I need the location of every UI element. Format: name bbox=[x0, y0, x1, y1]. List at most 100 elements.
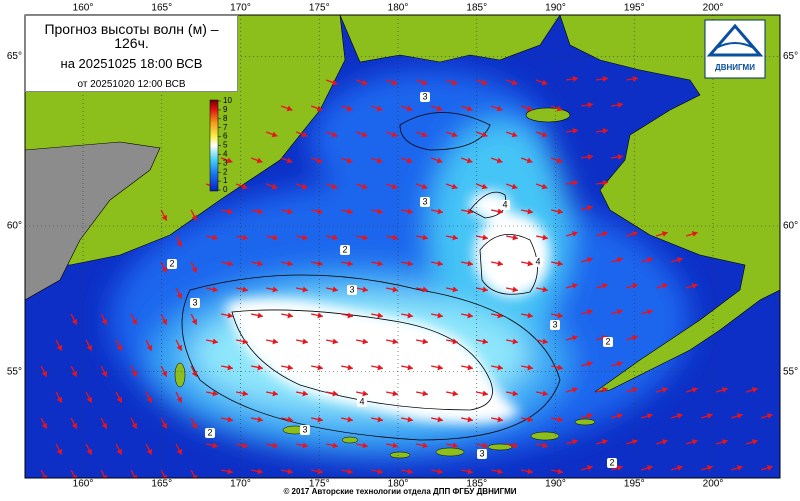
arrow-head bbox=[482, 286, 488, 293]
arrow-head bbox=[721, 387, 728, 393]
lat-label-right: 55° bbox=[783, 366, 798, 377]
arrow-head bbox=[191, 214, 198, 221]
lon-label-top: 170° bbox=[230, 3, 251, 14]
arrow-head bbox=[646, 257, 653, 263]
arrow-head bbox=[421, 131, 428, 138]
arrow-head bbox=[272, 286, 278, 293]
map-frame bbox=[24, 14, 781, 479]
arrow-head bbox=[632, 75, 639, 82]
arrow-shaft bbox=[130, 469, 136, 478]
lon-label-top: 165° bbox=[151, 3, 172, 14]
arrow-head bbox=[571, 439, 578, 445]
arrow-head bbox=[331, 183, 338, 190]
lon-label-bottom: 200° bbox=[703, 479, 724, 490]
arrow-head bbox=[751, 439, 758, 445]
arrow-head bbox=[571, 335, 578, 341]
contour-label-bg bbox=[607, 458, 617, 468]
colorbar-label: 9 bbox=[223, 105, 228, 114]
lon-label-top: 190° bbox=[545, 3, 566, 14]
colorbar bbox=[209, 99, 219, 192]
arrow-head bbox=[602, 179, 609, 186]
arrow-head bbox=[451, 79, 458, 86]
lon-label-top: 180° bbox=[388, 3, 409, 14]
arrow-head bbox=[542, 442, 548, 449]
arrow-head bbox=[41, 474, 48, 478]
contour-label: 2 bbox=[207, 427, 212, 437]
arrow-head bbox=[176, 292, 183, 299]
arrow-head bbox=[482, 442, 488, 449]
forecast-time: на 20251025 18:00 ВСВ bbox=[60, 56, 203, 71]
arrow-head bbox=[377, 364, 383, 371]
arrow-head bbox=[176, 396, 183, 403]
arrow-head bbox=[631, 231, 638, 237]
arrow-head bbox=[347, 312, 353, 319]
arrow-head bbox=[346, 105, 353, 112]
arrow-head bbox=[736, 413, 743, 419]
arrow-head bbox=[497, 260, 503, 267]
arrow-head bbox=[191, 318, 198, 325]
arrow-head bbox=[41, 370, 48, 377]
arrow-head bbox=[481, 183, 488, 190]
land bbox=[559, 15, 780, 393]
arrow-shaft bbox=[70, 469, 76, 478]
arrow-head bbox=[227, 468, 233, 475]
arrow-head bbox=[437, 312, 443, 319]
arrow-head bbox=[407, 260, 413, 267]
colorbar-label: 2 bbox=[223, 167, 228, 176]
arrow-head bbox=[242, 442, 248, 449]
arrow-head bbox=[571, 283, 578, 289]
arrow-head bbox=[191, 422, 198, 429]
arrow-head bbox=[542, 234, 548, 241]
arrow-head bbox=[511, 183, 518, 190]
arrow-head bbox=[646, 465, 653, 471]
arrow-head bbox=[586, 465, 593, 471]
arrow-head bbox=[691, 283, 698, 289]
arrow-head bbox=[347, 364, 353, 371]
arrow-head bbox=[452, 390, 458, 397]
arrow-head bbox=[511, 131, 518, 138]
arrow-head bbox=[257, 364, 263, 371]
arrow-head bbox=[242, 234, 248, 241]
arrow-head bbox=[407, 416, 413, 423]
arrow-head bbox=[467, 208, 473, 215]
arrow-head bbox=[616, 361, 623, 367]
arrow-head bbox=[601, 283, 608, 289]
contour-label-bg bbox=[347, 285, 357, 295]
arrow-head bbox=[691, 387, 698, 393]
arrow-head bbox=[361, 131, 368, 138]
arrow-head bbox=[316, 105, 323, 112]
arrow-head bbox=[212, 234, 218, 241]
arrow-head bbox=[392, 286, 398, 293]
arrow-head bbox=[317, 468, 323, 475]
lat-label-left: 60° bbox=[7, 221, 22, 232]
arrow-head bbox=[71, 422, 78, 429]
arrow-head bbox=[526, 157, 533, 164]
arrow-head bbox=[391, 183, 398, 190]
arrow-head bbox=[377, 260, 383, 267]
arrow-head bbox=[512, 390, 518, 397]
arrow-head bbox=[332, 442, 338, 449]
contour-label-bg bbox=[477, 449, 487, 459]
arrow-head bbox=[317, 260, 323, 267]
arrow-head bbox=[71, 474, 78, 478]
contour-label: 2 bbox=[342, 244, 347, 254]
arrow-head bbox=[116, 396, 123, 403]
arrow-head bbox=[496, 105, 503, 112]
arrow-head bbox=[587, 153, 594, 160]
arrow-head bbox=[481, 131, 488, 138]
arrow-head bbox=[572, 127, 579, 134]
arrow-head bbox=[392, 338, 398, 345]
arrow-head bbox=[541, 79, 548, 86]
contour-label: 2 bbox=[169, 258, 174, 268]
arrow-head bbox=[571, 387, 578, 393]
arrow-head bbox=[361, 183, 368, 190]
lon-label-top: 160° bbox=[73, 3, 94, 14]
arrow-head bbox=[497, 208, 503, 215]
arrow-head bbox=[407, 312, 413, 319]
contour-label-bg bbox=[500, 200, 510, 210]
colorbar-label: 5 bbox=[223, 141, 228, 150]
arrow-head bbox=[317, 208, 323, 215]
arrow-shaft bbox=[190, 469, 196, 478]
arrow-head bbox=[631, 283, 638, 289]
